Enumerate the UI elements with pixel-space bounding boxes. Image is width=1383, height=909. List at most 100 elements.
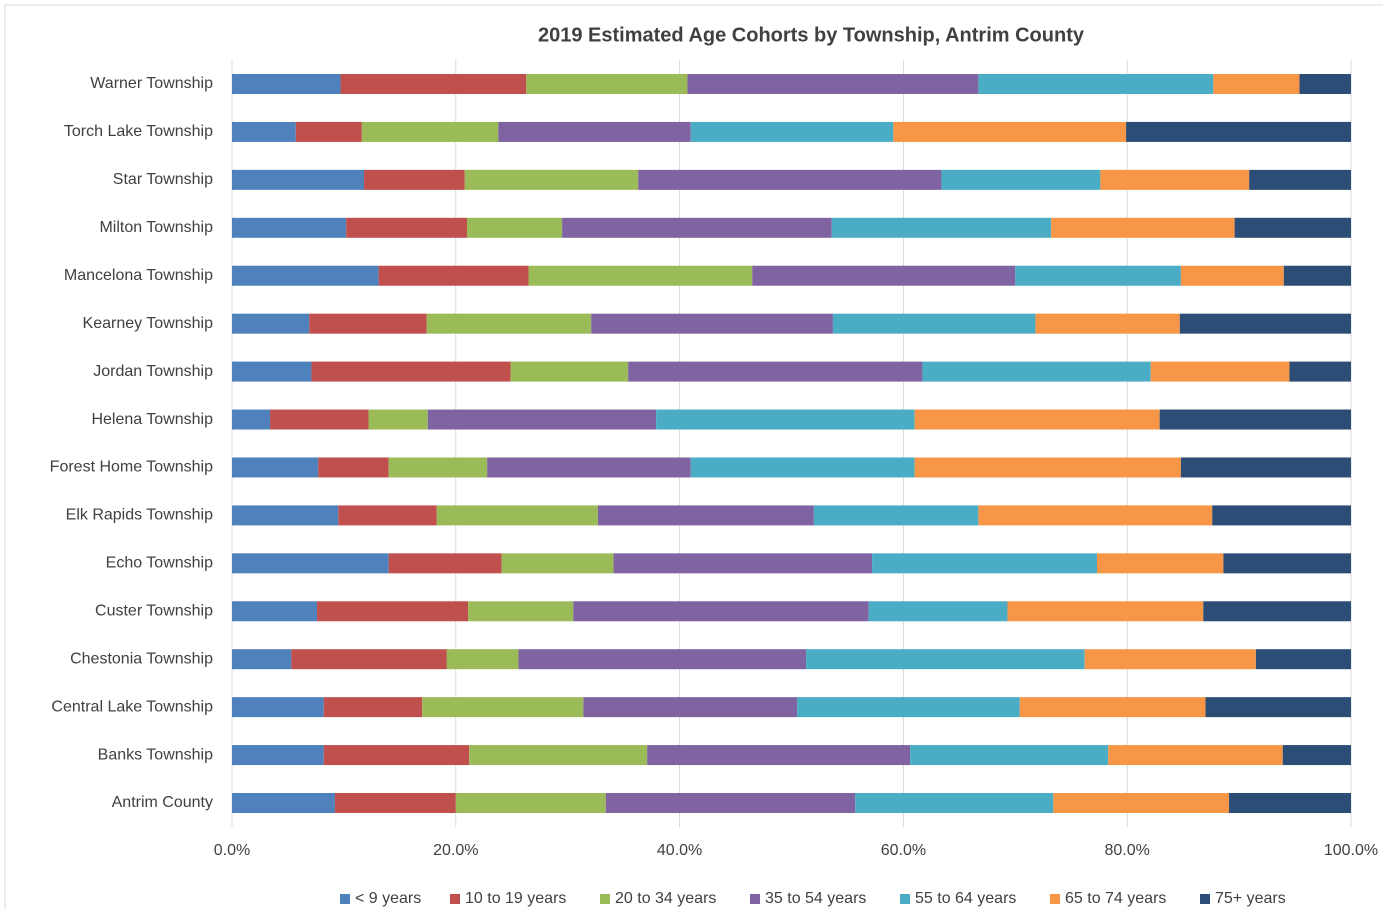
bar-segment xyxy=(309,313,427,334)
bar-segment xyxy=(797,697,1020,718)
bar-segment xyxy=(978,505,1213,526)
bar-segment xyxy=(597,505,814,526)
bar-segment xyxy=(498,121,691,142)
legend-swatch xyxy=(340,894,350,904)
bar-segment xyxy=(831,217,1052,238)
y-tick-label: Milton Township xyxy=(99,219,213,236)
bar-segment xyxy=(232,361,312,382)
y-tick-label: Antrim County xyxy=(112,794,213,811)
bar-segment xyxy=(1053,793,1230,813)
y-tick-label: Star Township xyxy=(113,171,213,188)
bar-segment xyxy=(1203,601,1351,622)
bar-segment xyxy=(638,169,942,190)
y-tick-label: Jordan Township xyxy=(93,363,213,380)
bar-segment xyxy=(1108,745,1283,766)
bar-segment xyxy=(528,265,753,286)
bar-segment xyxy=(1283,265,1351,286)
bar-segment xyxy=(647,745,911,766)
bar-segment xyxy=(1159,409,1351,430)
bar-segment xyxy=(1249,169,1351,190)
bar-segment xyxy=(1212,505,1351,526)
bar-segment xyxy=(232,74,341,94)
legend-label: 20 to 34 years xyxy=(615,890,716,907)
bar-segment xyxy=(466,217,563,238)
bar-segment xyxy=(562,217,832,238)
bar-segment xyxy=(378,265,529,286)
bar-segment xyxy=(340,74,527,94)
bar-segment xyxy=(510,361,629,382)
bar-segment xyxy=(346,217,467,238)
legend-swatch xyxy=(900,894,910,904)
bar-segment xyxy=(388,457,488,478)
bar-segment xyxy=(232,793,335,813)
legend-swatch xyxy=(1200,894,1210,904)
bar-segment xyxy=(1084,649,1256,670)
legend-swatch xyxy=(600,894,610,904)
bar-segment xyxy=(455,793,606,813)
y-tick-label: Central Lake Township xyxy=(51,698,213,715)
bar-segment xyxy=(270,409,369,430)
bar-segment xyxy=(1019,697,1206,718)
bar-segment xyxy=(361,121,499,142)
bar-segment xyxy=(232,745,324,766)
y-tick-label: Custer Township xyxy=(95,602,213,619)
bar-segment xyxy=(232,553,389,574)
y-tick-label: Banks Township xyxy=(98,746,213,763)
bar-segment xyxy=(291,649,447,670)
y-tick-label: Mancelona Township xyxy=(64,267,213,284)
bar-segment xyxy=(317,601,469,622)
legend-swatch xyxy=(1050,894,1060,904)
bar-segment xyxy=(1180,457,1351,478)
legend-label: 35 to 54 years xyxy=(765,890,866,907)
bar-segment xyxy=(656,409,915,430)
bar-segment xyxy=(591,313,833,334)
bar-segment xyxy=(910,745,1109,766)
bar-segment xyxy=(914,457,1181,478)
bar-segment xyxy=(613,553,873,574)
bar-segment xyxy=(232,505,339,526)
legend-label: 65 to 74 years xyxy=(1065,890,1166,907)
bar-segment xyxy=(573,601,869,622)
legend-label: < 9 years xyxy=(355,890,421,907)
bar-segment xyxy=(1255,649,1351,670)
x-tick-label: 20.0% xyxy=(433,842,478,859)
bar-segment xyxy=(922,361,1151,382)
x-tick-label: 40.0% xyxy=(657,842,702,859)
bar-segment xyxy=(446,649,519,670)
y-tick-label: Echo Township xyxy=(106,555,213,572)
bar-segment xyxy=(690,457,915,478)
bar-segment xyxy=(752,265,1016,286)
bar-segment xyxy=(368,409,428,430)
bar-segment xyxy=(1150,361,1290,382)
y-tick-label: Chestonia Township xyxy=(70,650,213,667)
bar-segment xyxy=(388,553,502,574)
bar-segment xyxy=(872,553,1097,574)
bar-segment xyxy=(427,409,657,430)
bar-segment xyxy=(232,697,324,718)
bar-segment xyxy=(364,169,465,190)
bar-segment xyxy=(436,505,598,526)
bar-segment xyxy=(501,553,614,574)
bar-segment xyxy=(1051,217,1235,238)
bar-segment xyxy=(687,74,979,94)
bar-segment xyxy=(583,697,798,718)
x-tick-label: 60.0% xyxy=(881,842,926,859)
bar-segment xyxy=(1126,121,1351,142)
bar-segment xyxy=(1229,793,1351,813)
bar-segment xyxy=(232,601,318,622)
bar-segment xyxy=(1096,553,1224,574)
bar-segment xyxy=(334,793,456,813)
bar-segment xyxy=(1007,601,1204,622)
bar-segment xyxy=(813,505,979,526)
legend-label: 10 to 19 years xyxy=(465,890,566,907)
y-tick-label: Warner Township xyxy=(90,75,213,92)
bar-segment xyxy=(868,601,1008,622)
bar-segment xyxy=(469,745,648,766)
bar-segment xyxy=(1223,553,1351,574)
bar-segment xyxy=(487,457,691,478)
bar-segment xyxy=(978,74,1214,94)
bar-segment xyxy=(311,361,511,382)
bar-segment xyxy=(526,74,688,94)
bar-segment xyxy=(232,265,379,286)
